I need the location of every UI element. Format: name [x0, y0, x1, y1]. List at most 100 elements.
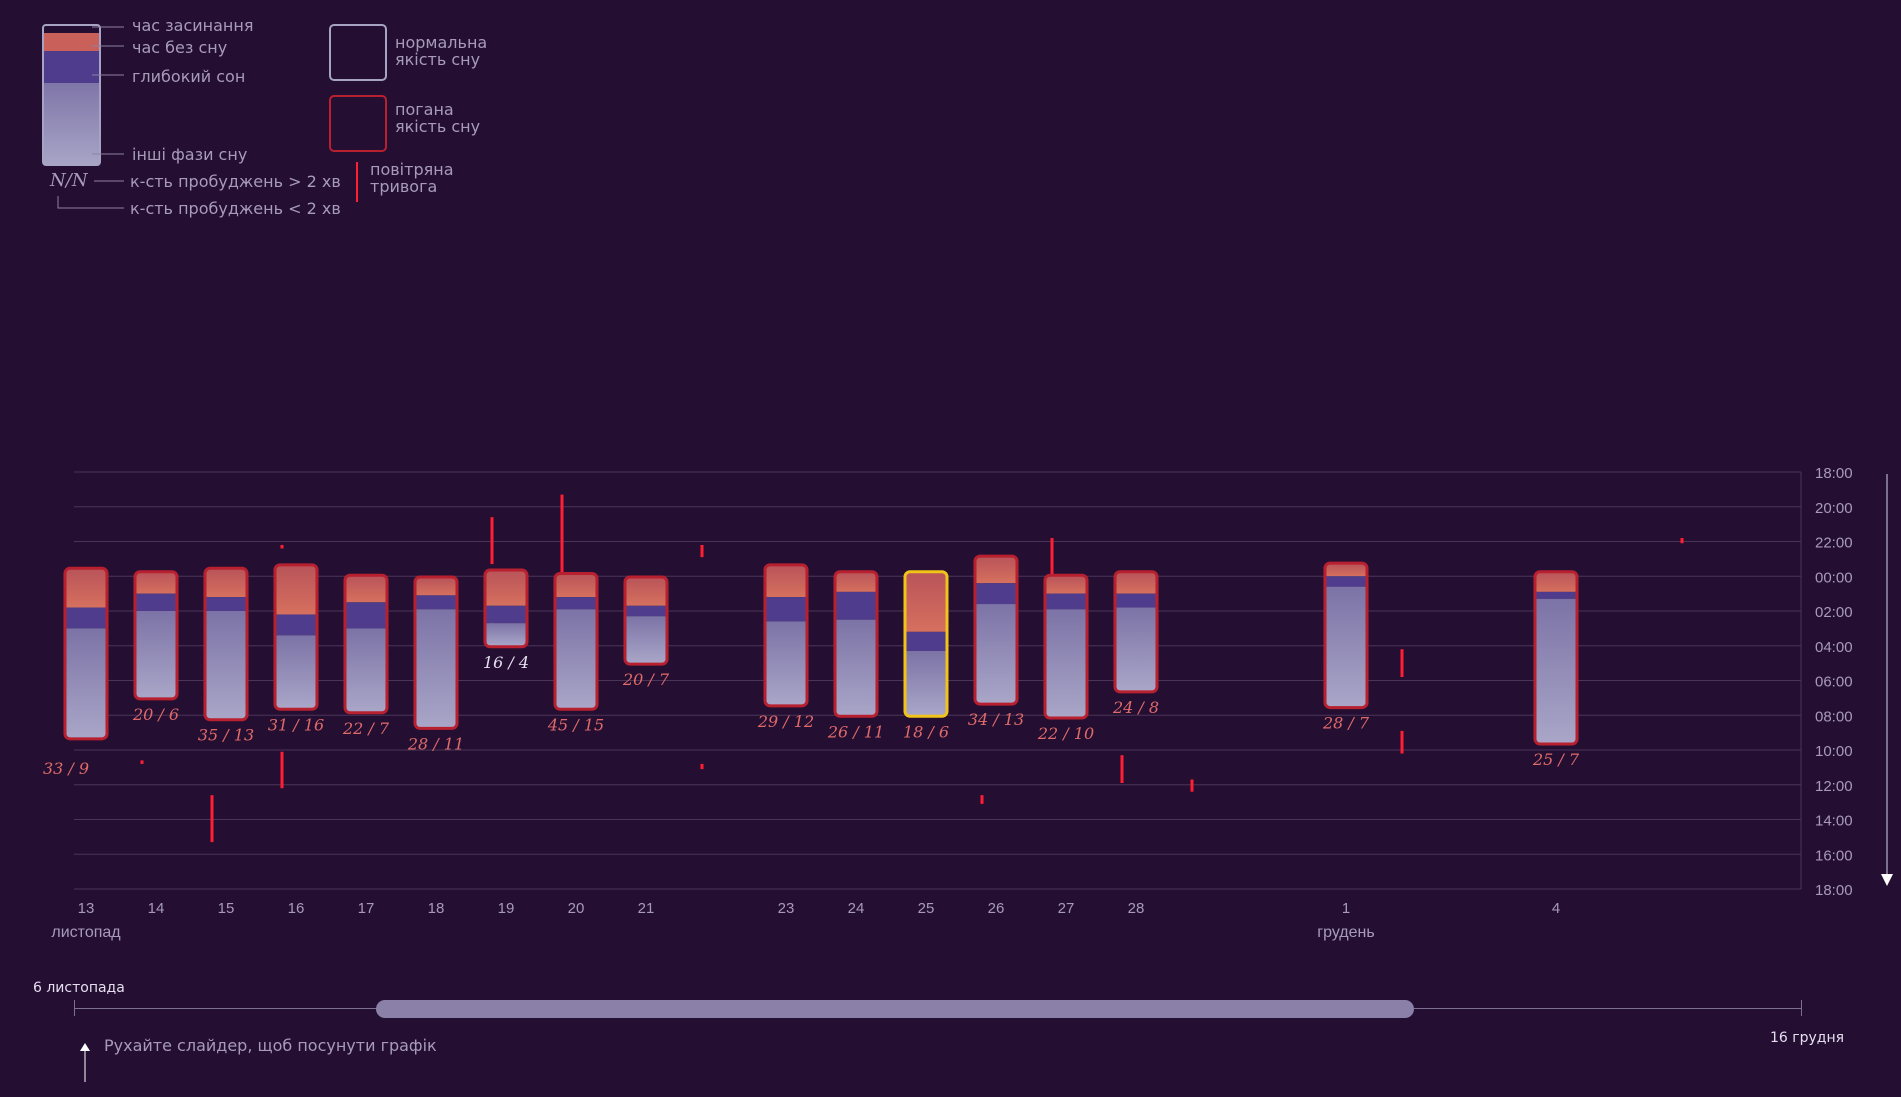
y-tick-label: 18:00	[1815, 882, 1853, 899]
awake-segment	[1326, 564, 1366, 577]
legend-normal-quality-line1: нормальна	[395, 33, 488, 52]
x-day-label: 21	[638, 900, 655, 917]
sleep-bar[interactable]: 22 / 10	[1037, 573, 1094, 743]
awake-segment	[766, 565, 806, 598]
sleep-bar-border	[973, 554, 1019, 706]
y-tick-label: 12:00	[1815, 778, 1853, 795]
sleep-bar[interactable]: 35 / 13	[198, 566, 254, 745]
sleep-bar[interactable]: 28 / 7	[1322, 561, 1370, 733]
deep-sleep-segment	[276, 614, 316, 636]
sleep-bar-border	[1533, 570, 1579, 746]
legend-bad-quality-line2: якість сну	[395, 117, 481, 136]
other-phases-segment	[1046, 609, 1086, 717]
air-alarm-mark	[1680, 538, 1684, 544]
sleep-bar[interactable]: 45 / 15	[547, 572, 604, 735]
sleep-bar[interactable]: 25 / 7	[1532, 570, 1580, 769]
sleep-bar[interactable]: 34 / 13	[968, 554, 1024, 729]
sleep-bar-border	[203, 566, 249, 722]
legend-leader-lines	[57, 26, 124, 209]
deep-sleep-segment	[1536, 591, 1576, 599]
x-day-label: 28	[1128, 900, 1145, 917]
x-axis-labels: 13 14 15 16 17 18 19 20 21 23 24 25 26 27 28 1 4листопад…	[51, 900, 1560, 941]
sleep-bar[interactable]: 24 / 8	[1112, 570, 1159, 717]
legend-sleep-onset-label: час засинання	[132, 16, 254, 35]
legend-awakenings-short-label: к-сть пробуджень < 2 хв	[130, 199, 341, 218]
deep-sleep-segment	[906, 631, 946, 651]
awake-segment	[486, 571, 526, 606]
x-day-label: 25	[918, 900, 935, 917]
sleep-bar[interactable]: 31 / 16	[268, 563, 324, 734]
legend-fraction-symbol: N/N	[50, 170, 88, 191]
deep-sleep-segment	[766, 597, 806, 622]
legend-deep-sleep-label: глибокий сон	[132, 67, 246, 86]
awakenings-label: 31 / 16	[268, 715, 324, 734]
awakenings-label: 28 / 11	[407, 734, 464, 753]
air-alarm-mark	[980, 795, 984, 804]
y-tick-label: 16:00	[1815, 847, 1853, 864]
x-day-label: 18	[428, 900, 445, 917]
sleep-bar[interactable]: 29 / 12	[757, 563, 814, 731]
legend-awake-time-label: час без сну	[132, 38, 228, 57]
y-tick-label: 20:00	[1815, 500, 1853, 517]
deep-sleep-segment	[206, 597, 246, 611]
air-alarm-mark	[560, 494, 564, 575]
sleep-bars: 33 / 9 20 / 6 35 / 13 31 / 16 22 / 7 28 / 11 1…	[43, 554, 1580, 778]
sleep-bar-border	[833, 570, 879, 718]
deep-sleep-segment	[556, 597, 596, 610]
awakenings-label: 18 / 6	[903, 722, 949, 741]
other-phases-segment	[556, 609, 596, 709]
legend-air-alarm-line2: тривога	[370, 177, 438, 196]
up-arrow-icon	[80, 1043, 90, 1082]
legend-other-phases-label: інші фази сну	[132, 145, 248, 164]
other-phases-segment	[626, 616, 666, 664]
x-day-label: 1	[1342, 900, 1350, 917]
awakenings-label: 26 / 11	[827, 722, 884, 741]
awake-segment	[906, 572, 946, 632]
x-day-label: 15	[218, 900, 235, 917]
sleep-bar[interactable]: 33 / 9	[43, 566, 109, 778]
x-day-label: 17	[358, 900, 375, 917]
slider-thumb[interactable]	[376, 1000, 1414, 1018]
awake-segment	[1046, 576, 1086, 594]
legend-normal-quality-label: нормальна якість сну	[395, 34, 487, 68]
slider-track-start-tick	[74, 1000, 75, 1016]
other-phases-segment	[1326, 586, 1366, 707]
deep-sleep-segment	[136, 593, 176, 611]
sleep-bar-border	[553, 572, 599, 711]
slider-track-end-tick	[1801, 1000, 1802, 1016]
air-alarm-mark	[210, 795, 214, 843]
sleep-bar[interactable]: 28 / 11	[407, 575, 464, 753]
sleep-bar[interactable]: 22 / 7	[342, 573, 390, 738]
awake-segment	[276, 565, 316, 615]
sleep-bar-border	[273, 563, 319, 711]
sleep-bar[interactable]: 20 / 6	[132, 570, 179, 724]
sleep-bar-border	[763, 563, 809, 708]
air-alarm-mark	[1400, 730, 1404, 754]
sleep-bar[interactable]: 26 / 11	[827, 570, 884, 741]
slider-end-label: 16 грудня	[1770, 1030, 1845, 1046]
legend-normal-quality-line2: якість сну	[395, 50, 481, 69]
awake-segment	[1536, 572, 1576, 592]
legend-air-alarm-line1: повітряна	[370, 160, 454, 179]
other-phases-segment	[66, 628, 106, 738]
sleep-bar-border	[903, 570, 949, 718]
deep-sleep-segment	[1046, 593, 1086, 610]
y-tick-label: 02:00	[1815, 604, 1853, 621]
awakenings-label: 22 / 10	[1037, 724, 1094, 743]
awakenings-label: 35 / 13	[198, 726, 254, 745]
sleep-bar-border	[63, 566, 109, 741]
awake-segment	[626, 577, 666, 606]
legend-normal-quality-swatch	[329, 24, 387, 81]
sleep-bar[interactable]: 16 / 4	[483, 568, 529, 672]
air-alarm-mark	[280, 751, 284, 789]
x-month-label: грудень	[1317, 924, 1374, 941]
sleep-bar[interactable]: 20 / 7	[622, 575, 670, 689]
legend-air-alarm-label: повітряна тривога	[370, 161, 454, 195]
sleep-bar[interactable]: 18 / 6	[903, 570, 949, 741]
y-tick-label: 08:00	[1815, 708, 1853, 725]
other-phases-segment	[766, 621, 806, 705]
awake-segment	[556, 574, 596, 598]
deep-sleep-segment	[1326, 576, 1366, 587]
deep-sleep-segment	[836, 591, 876, 620]
y-axis-labels: 18:00 20:00 22:00 00:00 02:00 04:00 06:00 08:00…	[1815, 465, 1853, 899]
